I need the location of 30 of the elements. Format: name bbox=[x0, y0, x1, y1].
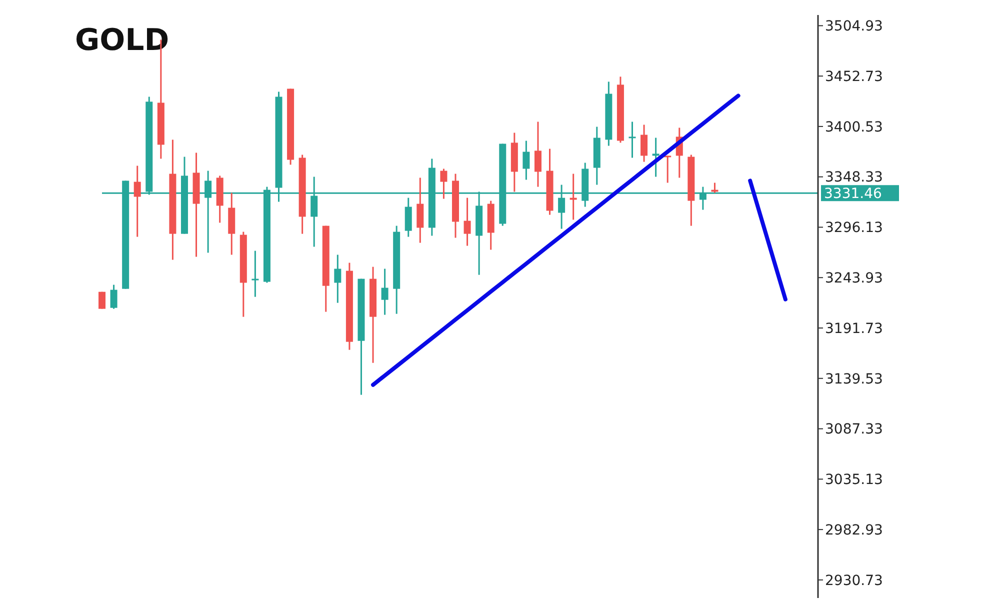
y-tick-label: 3400.53 bbox=[825, 119, 883, 136]
y-tick-label: 2982.93 bbox=[825, 522, 883, 538]
candlestick bbox=[464, 197, 471, 247]
y-tick-label: 3296.13 bbox=[825, 220, 883, 236]
line-series bbox=[371, 94, 740, 387]
candlestick bbox=[381, 268, 388, 316]
y-tick-label: 3191.73 bbox=[825, 320, 883, 337]
candlestick bbox=[252, 250, 259, 298]
candlestick bbox=[534, 121, 542, 188]
candlestick bbox=[98, 291, 106, 310]
y-tick-label: 3139.53 bbox=[825, 371, 883, 388]
candlestick bbox=[110, 284, 118, 310]
candlestick bbox=[440, 168, 448, 200]
candlestick bbox=[522, 140, 530, 181]
y-tick-label: 3504.93 bbox=[825, 18, 883, 35]
candlestick bbox=[628, 121, 636, 159]
candlestick bbox=[640, 124, 648, 163]
candlestick bbox=[334, 254, 342, 304]
candlestick bbox=[652, 137, 660, 178]
candlestick bbox=[134, 165, 141, 238]
chart-title: GOLD bbox=[75, 23, 170, 58]
y-tick-label: 3087.33 bbox=[825, 422, 883, 438]
y-tick-label: 3348.33 bbox=[825, 170, 883, 186]
candlestick bbox=[416, 176, 424, 244]
line-series bbox=[748, 178, 788, 302]
ref-line-label: 3331.46 bbox=[824, 186, 882, 202]
y-tick-label: 3452.73 bbox=[825, 68, 883, 85]
y-tick-label: 2930.73 bbox=[825, 572, 883, 589]
y-tick-label: 3243.93 bbox=[825, 270, 883, 287]
y-tick-label: 3035.13 bbox=[825, 472, 883, 488]
